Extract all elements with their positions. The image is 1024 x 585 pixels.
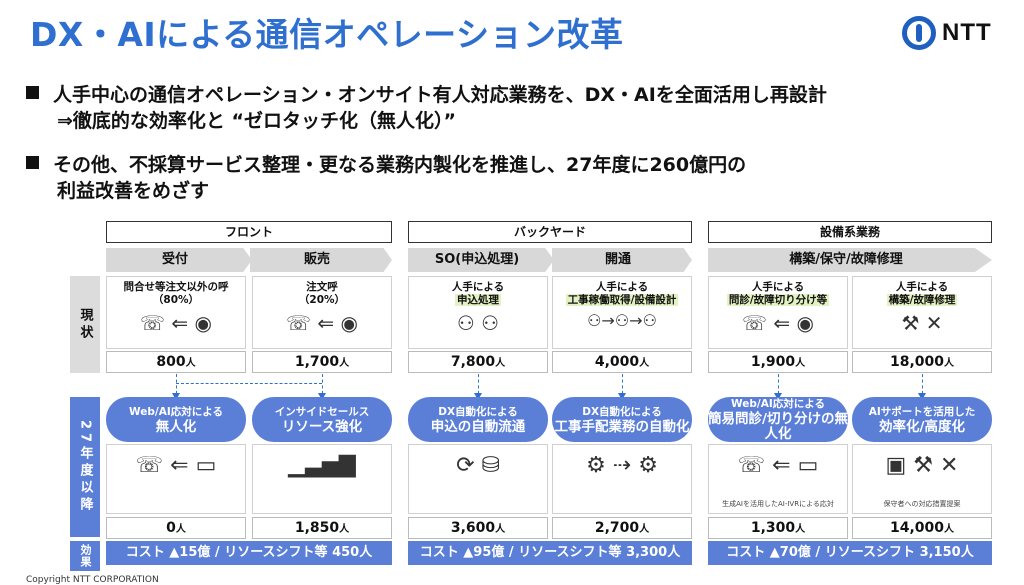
effect-facilities: コスト ▲70億 / リソースシフト 3,150人	[708, 541, 992, 565]
down-arrow-icon	[318, 374, 326, 400]
current-count: 18,000人	[852, 351, 992, 373]
future-box: ⚙ ⇢ ⚙	[552, 444, 692, 514]
transfer-line	[176, 383, 322, 384]
down-arrow-icon	[918, 374, 926, 400]
future-pill: Web/AI応対による 簡易問診/切り分けの無人化	[708, 397, 848, 442]
process-activation: 開通	[552, 248, 692, 272]
future-pill: インサイドセールス リソース強化	[252, 397, 392, 442]
current-box: 人手による 申込処理 ⚇ ⚇	[408, 276, 548, 349]
future-box: ▁▃▅▇	[252, 444, 392, 514]
section-front: フロント	[106, 221, 392, 243]
current-box: 人手による 構築/故障修理 ⚒ ✕	[852, 276, 992, 349]
future-count: 14,000人	[852, 517, 992, 539]
bullet-1: 人手中心の通信オペレーション・オンサイト有人対応業務を、DX・AIを全面活用し再…	[26, 82, 827, 134]
future-box: ⟳ ⛁	[408, 444, 548, 514]
phone-operator-icon: ☏ ⇐ ◉	[286, 311, 358, 335]
phone-devices-icon: ☏ ⇐ ▭	[737, 453, 819, 478]
future-count: 3,600人	[408, 517, 548, 539]
process-so: SO(申込処理)	[408, 248, 554, 272]
current-count: 800人	[106, 351, 246, 373]
phone-operator-icon: ☏ ⇐ ◉	[742, 311, 814, 335]
row-future-label: 27年度以降	[70, 397, 100, 537]
phone-operator-icon: ☏ ⇐ ◉	[140, 311, 212, 335]
future-pill: DX自動化による 申込の自動流通	[408, 397, 548, 442]
current-box: 人手による 工事稼働取得/設備設計 ⚇→⚇→⚇	[552, 276, 692, 349]
effect-front: コスト ▲15億 / リソースシフト等 450人	[106, 541, 392, 565]
future-count: 2,700人	[552, 517, 692, 539]
future-box: ▣ ⚒ ✕ 保守者への対応措置提案	[852, 444, 992, 514]
current-count: 7,800人	[408, 351, 548, 373]
current-box: 注文呼 （20%） ☏ ⇐ ◉	[252, 276, 392, 349]
down-arrow-icon	[774, 374, 782, 400]
process-sales: 販売	[250, 248, 392, 272]
section-facilities: 設備系業務	[708, 221, 992, 243]
bullet-2: その他、不採算サービス整理・更なる業務内製化を推進し、27年度に260億円の 利…	[26, 152, 746, 204]
future-pill: DX自動化による 工事手配業務の自動化	[552, 397, 692, 442]
ai-technician-icon: ▣ ⚒ ✕	[885, 453, 959, 478]
future-pill: Web/AI応対による 無人化	[106, 397, 246, 442]
technician-tools-icon: ⚒ ✕	[901, 311, 943, 335]
ntt-logo: NTT	[902, 16, 992, 50]
phone-ai-devices-icon: ☏ ⇐ ▭	[135, 453, 217, 478]
growth-chart-icon: ▁▃▅▇	[288, 453, 356, 478]
row-current-label: 現状	[70, 276, 100, 373]
current-box: 人手による 問診/故障切り分け等 ☏ ⇐ ◉	[708, 276, 848, 349]
current-count: 1,700人	[252, 351, 392, 373]
future-count: 1,300人	[708, 517, 848, 539]
ntt-logo-icon	[902, 16, 936, 50]
page-title: DX・AIによる通信オペレーション改革	[30, 15, 624, 54]
down-arrow-icon	[618, 374, 626, 400]
current-box: 問合せ等注文以外の呼 （80%） ☏ ⇐ ◉	[106, 276, 246, 349]
down-arrow-icon	[172, 374, 180, 400]
process-reception: 受付	[106, 248, 252, 272]
future-box: ☏ ⇐ ▭	[106, 444, 246, 514]
process-maintenance: 構築/保守/故障修理	[708, 248, 992, 272]
future-pill: AIサポートを活用した 効率化/高度化	[852, 397, 992, 442]
section-backyard: バックヤード	[408, 221, 692, 243]
copyright: Copyright NTT CORPORATION	[26, 575, 159, 585]
workflow-workers-icon: ⚇→⚇→⚇	[587, 311, 657, 330]
future-box: ☏ ⇐ ▭ 生成AIを活用したAI-IVRによる応対	[708, 444, 848, 514]
auto-cycle-database-icon: ⟳ ⛁	[456, 453, 500, 478]
current-count: 1,900人	[708, 351, 848, 373]
office-workers-icon: ⚇ ⚇	[456, 311, 500, 335]
gears-workflow-icon: ⚙ ⇢ ⚙	[586, 453, 658, 478]
future-count: 0人	[106, 517, 246, 539]
future-count: 1,850人	[252, 517, 392, 539]
effect-backyard: コスト ▲95億 / リソースシフト等 3,300人	[408, 541, 692, 565]
current-count: 4,000人	[552, 351, 692, 373]
row-effect-label: 効果	[70, 541, 100, 571]
down-arrow-icon	[474, 374, 482, 400]
